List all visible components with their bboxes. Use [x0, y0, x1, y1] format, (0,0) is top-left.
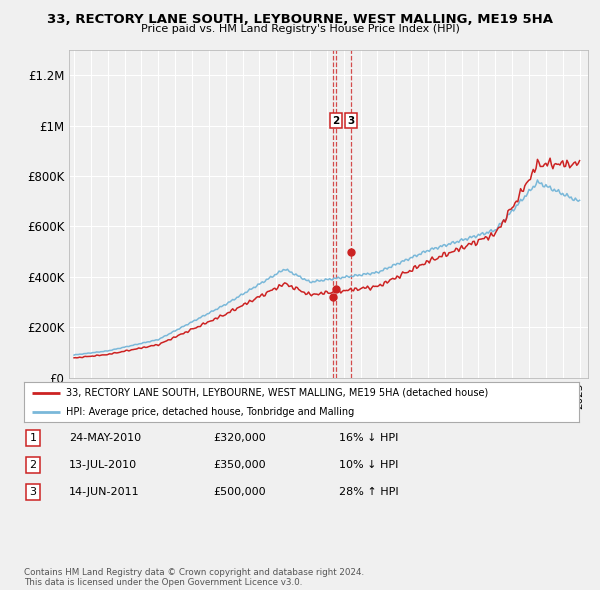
- Point: [346, 247, 356, 257]
- Text: 16% ↓ HPI: 16% ↓ HPI: [339, 433, 398, 442]
- Text: 2: 2: [332, 116, 340, 126]
- Text: £320,000: £320,000: [213, 433, 266, 442]
- Text: 13-JUL-2010: 13-JUL-2010: [69, 460, 137, 470]
- Text: 28% ↑ HPI: 28% ↑ HPI: [339, 487, 398, 497]
- Text: 2: 2: [29, 460, 37, 470]
- Point: [331, 285, 341, 294]
- Text: 24-MAY-2010: 24-MAY-2010: [69, 433, 141, 442]
- Text: 1: 1: [29, 433, 37, 442]
- Text: 10% ↓ HPI: 10% ↓ HPI: [339, 460, 398, 470]
- Text: 33, RECTORY LANE SOUTH, LEYBOURNE, WEST MALLING, ME19 5HA (detached house): 33, RECTORY LANE SOUTH, LEYBOURNE, WEST …: [65, 388, 488, 398]
- Text: £350,000: £350,000: [213, 460, 266, 470]
- Text: £500,000: £500,000: [213, 487, 266, 497]
- Text: Contains HM Land Registry data © Crown copyright and database right 2024.
This d: Contains HM Land Registry data © Crown c…: [24, 568, 364, 587]
- Text: Price paid vs. HM Land Registry's House Price Index (HPI): Price paid vs. HM Land Registry's House …: [140, 24, 460, 34]
- Text: 3: 3: [347, 116, 355, 126]
- Point: [329, 292, 338, 301]
- Text: 14-JUN-2011: 14-JUN-2011: [69, 487, 140, 497]
- Text: HPI: Average price, detached house, Tonbridge and Malling: HPI: Average price, detached house, Tonb…: [65, 407, 354, 417]
- Text: 3: 3: [29, 487, 37, 497]
- Text: 33, RECTORY LANE SOUTH, LEYBOURNE, WEST MALLING, ME19 5HA: 33, RECTORY LANE SOUTH, LEYBOURNE, WEST …: [47, 13, 553, 26]
